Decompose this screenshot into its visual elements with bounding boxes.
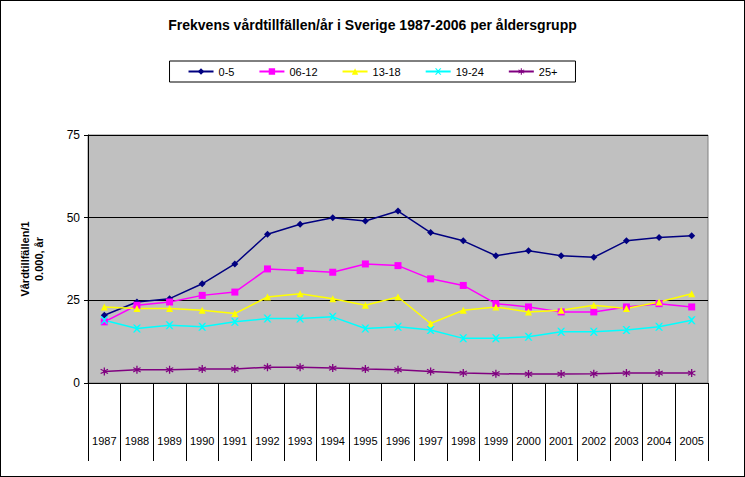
- svg-text:1997: 1997: [418, 435, 442, 447]
- svg-text:19-24: 19-24: [456, 66, 484, 78]
- svg-text:Frekvens vårdtillfällen/år i S: Frekvens vårdtillfällen/år i Sverige 198…: [168, 17, 577, 33]
- svg-text:1994: 1994: [320, 435, 344, 447]
- svg-text:1992: 1992: [255, 435, 279, 447]
- svg-text:Vårdtillfällen/1: Vårdtillfällen/1: [19, 221, 31, 296]
- svg-text:0.000, år: 0.000, år: [33, 236, 45, 281]
- svg-text:1998: 1998: [451, 435, 475, 447]
- svg-text:2003: 2003: [614, 435, 638, 447]
- svg-text:25+: 25+: [539, 66, 558, 78]
- svg-text:2000: 2000: [516, 435, 540, 447]
- svg-text:06-12: 06-12: [289, 66, 317, 78]
- svg-text:75: 75: [67, 128, 81, 142]
- svg-text:2001: 2001: [549, 435, 573, 447]
- svg-text:13-18: 13-18: [373, 66, 401, 78]
- svg-text:1989: 1989: [157, 435, 181, 447]
- svg-text:1999: 1999: [484, 435, 508, 447]
- svg-text:1995: 1995: [353, 435, 377, 447]
- svg-text:1988: 1988: [125, 435, 149, 447]
- svg-text:1996: 1996: [386, 435, 410, 447]
- svg-text:1990: 1990: [190, 435, 214, 447]
- svg-text:50: 50: [67, 211, 81, 225]
- svg-text:2005: 2005: [679, 435, 703, 447]
- svg-text:1993: 1993: [288, 435, 312, 447]
- svg-text:2004: 2004: [647, 435, 671, 447]
- svg-text:0-5: 0-5: [219, 66, 235, 78]
- svg-text:1991: 1991: [223, 435, 247, 447]
- svg-text:1987: 1987: [92, 435, 116, 447]
- svg-text:0: 0: [73, 376, 80, 390]
- svg-text:25: 25: [67, 293, 81, 307]
- svg-text:2002: 2002: [582, 435, 606, 447]
